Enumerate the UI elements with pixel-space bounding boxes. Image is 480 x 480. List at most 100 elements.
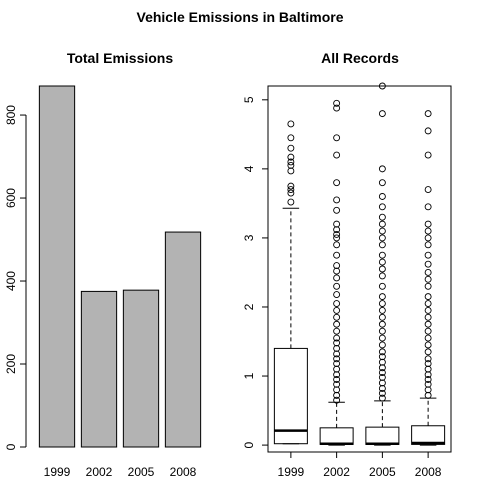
bar-chart-marks: [38, 85, 202, 448]
outlier-point: [378, 389, 386, 397]
outlier-point: [333, 313, 341, 321]
bar-y-tick-label: 0: [4, 443, 18, 450]
box-1999: [273, 120, 308, 445]
outlier-point: [424, 380, 432, 388]
outlier-point: [424, 151, 432, 159]
outlier-point: [378, 241, 386, 249]
outlier-point: [333, 104, 341, 112]
outlier-point: [378, 282, 386, 290]
box-x-tick-label: 2005: [369, 465, 396, 479]
outlier-point: [424, 269, 432, 276]
outlier-point: [333, 151, 341, 159]
outlier-point: [424, 341, 432, 349]
bar-1999: [38, 85, 76, 448]
outlier-point: [424, 348, 432, 356]
outlier-point: [333, 300, 341, 307]
bar-x-tick-label: 2008: [170, 465, 197, 479]
outlier-point: [378, 300, 386, 307]
outlier-point: [424, 260, 432, 268]
bar-chart-x-labels: 1999 2002 2005 2008: [44, 465, 197, 479]
outlier-point: [333, 226, 341, 234]
outlier-point: [378, 165, 386, 173]
outlier-point: [424, 386, 432, 394]
outlier-point: [378, 348, 386, 356]
box-y-tick-label: 2: [242, 303, 256, 310]
outlier-point: [333, 196, 341, 204]
outlier-point: [333, 134, 341, 142]
box-x-tick-label: 2008: [415, 465, 442, 479]
outlier-point: [378, 258, 386, 266]
outlier-point: [333, 350, 341, 358]
bar-x-tick-label: 2005: [128, 465, 155, 479]
outlier-point: [333, 282, 341, 290]
outlier-point: [378, 385, 386, 392]
outlier-point: [424, 127, 432, 135]
outlier-point: [333, 320, 341, 328]
outlier-point: [424, 275, 432, 283]
outlier-point: [333, 360, 341, 368]
outlier-point: [424, 376, 432, 383]
outlier-point: [333, 262, 341, 269]
box-plot-y-axis: 0 1 2 3 4 5: [242, 96, 269, 448]
outlier-point: [333, 306, 341, 314]
outlier-point: [378, 353, 386, 361]
outlier-point: [287, 158, 295, 166]
outlier-point: [287, 167, 295, 175]
outlier-point: [378, 213, 386, 221]
outlier-point: [378, 373, 386, 381]
outlier-point: [333, 234, 341, 242]
bar-y-tick-label: 800: [4, 105, 18, 125]
outlier-point: [378, 272, 386, 280]
box-y-tick-label: 4: [242, 165, 256, 172]
outlier-point: [424, 371, 432, 379]
outlier-point: [378, 227, 386, 235]
box-plot-title: All Records: [321, 50, 399, 66]
bar-2005: [122, 289, 160, 448]
outlier-point: [378, 293, 386, 301]
outlier-point: [287, 144, 295, 152]
outlier-point: [424, 220, 432, 228]
box-plot-x-axis: 1999 2002 2005 2008: [278, 451, 442, 479]
outlier-point: [333, 365, 341, 373]
outlier-point: [378, 179, 386, 187]
outlier-point: [378, 369, 386, 377]
bar-chart-y-axis: 0 200 400 600 800: [4, 105, 27, 450]
box-x-tick-label: 1999: [278, 465, 305, 479]
box-iqr: [365, 426, 400, 445]
box-plot-marks: [273, 82, 446, 446]
box-plot-frame: [267, 85, 452, 453]
outlier-point: [378, 251, 386, 259]
box-plot-panel: All Records 0 1 2 3 4 5 1999 2002 2005 2008: [242, 50, 452, 479]
outlier-point: [424, 282, 432, 290]
box-y-tick-label: 5: [242, 96, 256, 103]
outlier-point: [424, 360, 432, 368]
outlier-point: [333, 327, 341, 335]
outlier-point: [378, 327, 386, 335]
box-iqr: [319, 427, 354, 445]
outlier-point: [424, 313, 432, 321]
box-y-tick-label: 0: [242, 441, 256, 448]
outlier-point: [424, 391, 432, 399]
outlier-point: [378, 220, 386, 228]
outlier-point: [333, 334, 341, 342]
outlier-point: [333, 251, 341, 259]
outlier-point: [287, 153, 295, 161]
box-2005: [365, 82, 400, 446]
outlier-point: [378, 313, 386, 321]
outlier-point: [287, 120, 295, 128]
outlier-point: [378, 334, 386, 342]
outlier-point: [424, 355, 432, 363]
outlier-point: [378, 394, 386, 402]
outlier-point: [333, 371, 341, 379]
outlier-point: [333, 291, 341, 299]
outlier-point: [333, 267, 341, 275]
outlier-point: [287, 161, 295, 169]
outlier-point: [333, 391, 341, 399]
outlier-point: [378, 364, 386, 372]
outlier-point: [424, 251, 432, 259]
figure-title: Vehicle Emissions in Baltimore: [137, 9, 344, 25]
outlier-point: [424, 327, 432, 335]
bar-y-tick-label: 400: [4, 271, 18, 291]
outlier-point: [424, 300, 432, 307]
